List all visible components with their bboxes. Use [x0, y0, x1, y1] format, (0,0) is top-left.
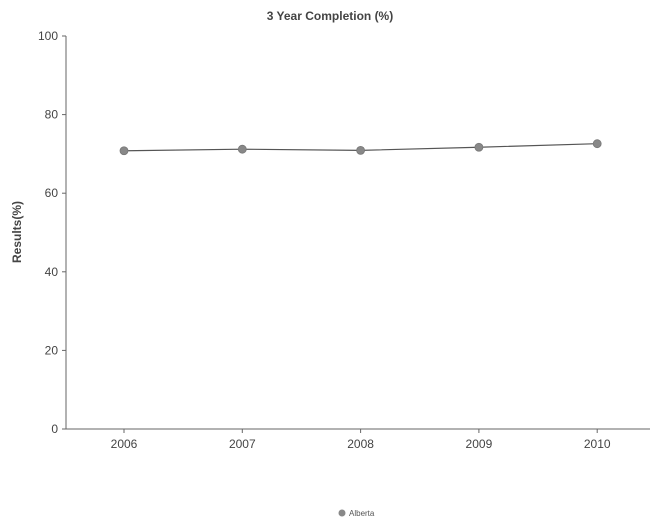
x-tick-label-2009: 2009: [466, 437, 493, 451]
y-tick-label-60: 60: [45, 186, 59, 200]
y-axis-ticks: 0 20 40 60 80 100: [38, 29, 66, 436]
y-tick-label-40: 40: [45, 265, 59, 279]
x-tick-label-2007: 2007: [229, 437, 256, 451]
data-point-alberta-2007: [237, 144, 247, 154]
data-point-alberta-2010: [592, 139, 602, 149]
data-point-alberta-2006: [119, 146, 129, 156]
legend-label-alberta: Alberta: [349, 509, 375, 518]
y-axis-label: Results(%): [10, 201, 24, 263]
y-tick-label-80: 80: [45, 108, 59, 122]
data-point-alberta-2008: [356, 145, 366, 155]
legend-marker-alberta: [338, 509, 346, 517]
data-point-alberta-2009: [474, 142, 484, 152]
legend: Alberta: [338, 509, 375, 518]
y-tick-label-0: 0: [51, 422, 58, 436]
x-axis-ticks: 2006 2007 2008 2009 2010: [111, 429, 611, 451]
y-tick-label-20: 20: [45, 343, 59, 357]
chart-title: 3 Year Completion (%): [267, 9, 393, 23]
x-tick-label-2010: 2010: [584, 437, 611, 451]
y-tick-label-100: 100: [38, 29, 58, 43]
x-tick-label-2008: 2008: [347, 437, 374, 451]
series-group: [119, 139, 602, 156]
x-tick-label-2006: 2006: [111, 437, 138, 451]
